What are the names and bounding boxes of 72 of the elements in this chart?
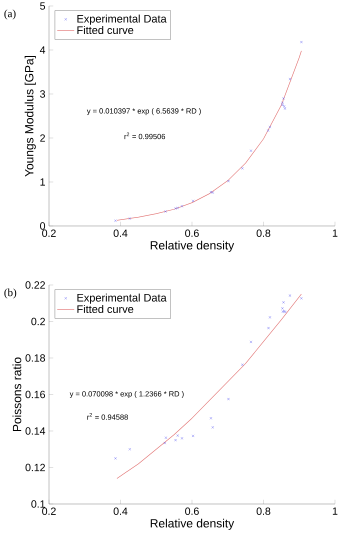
point (281, 307, 284, 310)
y-tick-label: 0.12 (26, 464, 45, 472)
legend-label: Fitted curve (77, 26, 134, 34)
point (211, 191, 214, 194)
x-tick-label: 0.6 (185, 230, 199, 237)
y-tick-label: 0.18 (26, 354, 46, 362)
y-tick-label: 0 (40, 222, 46, 230)
x-tick-label: 0.4 (114, 230, 128, 237)
y-tick-label: 0.16 (26, 390, 46, 398)
text: (a) (4, 10, 16, 20)
y-tick-label: 4 (40, 46, 46, 54)
point (128, 448, 132, 451)
point (176, 434, 180, 437)
point (114, 219, 117, 222)
y-tick-label: 3 (40, 90, 46, 98)
point (266, 129, 270, 132)
point (282, 301, 285, 304)
point (300, 296, 303, 300)
y-tick-label: 0.2 (31, 318, 45, 326)
legend-label: Experimental Data (77, 294, 167, 304)
x-tick-label: 1 (332, 230, 338, 237)
point (180, 204, 184, 208)
point (174, 207, 177, 210)
y-tick-label: 0.1 (31, 500, 45, 508)
point (267, 326, 270, 330)
point (300, 40, 303, 44)
point (227, 398, 230, 400)
point (192, 434, 194, 438)
point (211, 426, 214, 429)
y-axis-title: Poissons ratio (12, 357, 22, 432)
point (176, 206, 180, 210)
point (164, 436, 168, 440)
point (227, 180, 230, 182)
x-axis-title: Relative density (150, 518, 234, 530)
point (281, 104, 284, 106)
y-axis-title: Youngs Modulus [GPa] (24, 56, 36, 177)
point (281, 310, 284, 313)
point (268, 316, 272, 319)
point (250, 340, 252, 344)
point (192, 200, 194, 202)
point (241, 167, 244, 170)
point (210, 190, 212, 194)
point (241, 363, 244, 366)
x-tick-label: 0.6 (185, 508, 199, 515)
text: (b) (4, 288, 16, 298)
point (281, 101, 284, 104)
point (288, 78, 292, 80)
x-tick-label: 0.4 (114, 508, 128, 515)
point (114, 457, 117, 460)
x-tick-label: 1 (332, 508, 338, 515)
point (128, 217, 132, 220)
point (284, 107, 286, 110)
point (250, 149, 252, 152)
point (174, 438, 177, 442)
y-tick-label: 1 (40, 178, 45, 186)
y-tick-label: 0.14 (26, 427, 46, 435)
point (282, 97, 285, 100)
x-axis-title: Relative density (150, 240, 234, 252)
legend-label: Fitted curve (77, 304, 134, 314)
x-tick-label: 0.8 (256, 230, 270, 237)
y-tick-label: 5 (40, 2, 46, 10)
y-tick-label: 0.22 (26, 281, 45, 289)
point (164, 210, 167, 213)
point (288, 294, 292, 297)
point (268, 126, 272, 128)
y-tick-label: 2 (40, 134, 45, 142)
point (180, 436, 184, 440)
x-tick-label: 0.8 (256, 508, 270, 515)
legend-label: Experimental Data (77, 14, 167, 25)
point (210, 416, 212, 420)
point (282, 104, 286, 108)
point (163, 442, 166, 444)
